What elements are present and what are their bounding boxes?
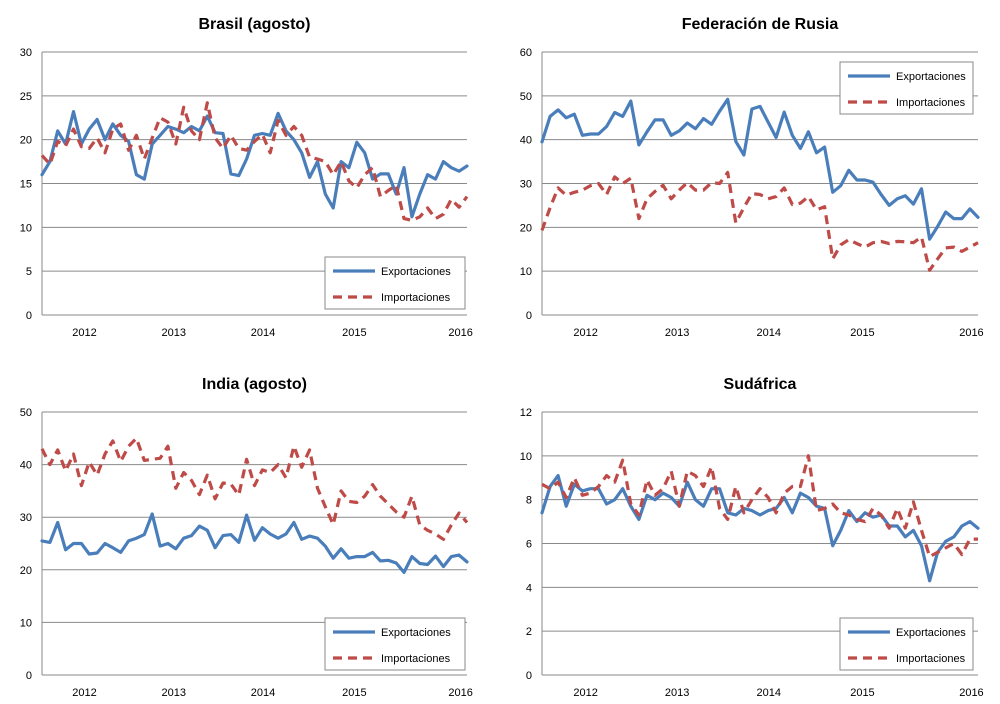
legend-label-exportaciones: Exportaciones: [896, 627, 966, 639]
chart-title: Brasil (agosto): [198, 16, 310, 33]
legend-label-importaciones: Importaciones: [896, 653, 966, 665]
y-tick-label: 0: [26, 670, 32, 682]
y-tick-label: 15: [20, 179, 32, 191]
y-tick-label: 2: [526, 626, 532, 638]
y-tick-label: 12: [520, 407, 532, 419]
y-tick-label: 40: [520, 135, 532, 147]
y-tick-label: 20: [20, 565, 32, 577]
y-tick-label: 60: [520, 47, 532, 59]
x-tick-label: 2015: [342, 687, 366, 699]
x-tick-label: 2012: [573, 327, 597, 339]
series-line-importaciones: [541, 454, 978, 559]
series-line-importaciones: [40, 101, 469, 222]
x-tick-label: 2013: [665, 687, 689, 699]
chart-india: India (agosto) 0 10 20 30 40 50 2012 2013 2014 201…: [20, 376, 473, 699]
legend-label-importaciones: Importaciones: [896, 97, 966, 109]
y-tick-label: 0: [526, 310, 532, 322]
x-tick-label: 2014: [251, 687, 275, 699]
y-tick-label: 10: [20, 617, 32, 629]
y-tick-label: 30: [520, 179, 532, 191]
y-tick-label: 30: [20, 512, 32, 524]
y-tick-label: 10: [20, 222, 32, 234]
y-tick-label: 20: [20, 135, 32, 147]
x-tick-label: 2013: [162, 687, 186, 699]
x-tick-label: 2016: [959, 327, 983, 339]
chart-sudafrica: Sudáfrica 0 2 4 6 8 10 12 2012 2013 2014 2015 2016 Ex…: [520, 376, 984, 699]
x-tick-label: 2015: [850, 687, 874, 699]
legend-box: [839, 61, 974, 115]
x-tick-label: 2012: [573, 687, 597, 699]
y-tick-label: 10: [520, 266, 532, 278]
y-tick-label: 0: [526, 670, 532, 682]
y-tick-label: 6: [526, 539, 532, 551]
legend-label-importaciones: Importaciones: [381, 653, 451, 665]
series-line-importaciones: [40, 436, 469, 541]
series-line-exportaciones: [40, 512, 469, 574]
chart-brasil: Brasil (agosto) 0 5 10 15 20 25 30 2012 2013 2014 2…: [20, 16, 473, 339]
x-tick-label: 2013: [665, 327, 689, 339]
series-line-exportaciones: [540, 473, 980, 583]
y-tick-label: 40: [20, 460, 32, 472]
legend-box: [839, 617, 974, 671]
series-line-exportaciones: [540, 97, 980, 241]
y-tick-label: 50: [520, 91, 532, 103]
x-tick-label: 2016: [448, 327, 472, 339]
chart-rusia: Federación de Rusia 0 10 20 30 40 50 60 2012 2013…: [520, 16, 984, 339]
y-tick-label: 5: [26, 266, 32, 278]
x-tick-label: 2014: [756, 327, 780, 339]
series-line-importaciones: [540, 170, 979, 272]
y-tick-label: 25: [20, 91, 32, 103]
y-tick-label: 30: [20, 47, 32, 59]
x-tick-label: 2014: [756, 687, 780, 699]
legend-box: [324, 256, 466, 310]
x-tick-label: 2012: [72, 687, 96, 699]
y-tick-label: 10: [520, 451, 532, 463]
legend-label-importaciones: Importaciones: [381, 292, 451, 304]
y-tick-label: 50: [20, 407, 32, 419]
x-tick-label: 2012: [72, 327, 96, 339]
legend-box: [324, 617, 466, 671]
y-tick-label: 8: [526, 495, 532, 507]
y-tick-label: 0: [26, 310, 32, 322]
series-line-exportaciones: [40, 109, 469, 219]
x-tick-label: 2016: [448, 687, 472, 699]
y-tick-label: 20: [520, 222, 532, 234]
chart-title: Sudáfrica: [724, 376, 797, 393]
legend-label-exportaciones: Exportaciones: [381, 627, 451, 639]
chart-title: Federación de Rusia: [682, 16, 839, 33]
chart-title: India (agosto): [202, 376, 307, 393]
x-tick-label: 2013: [162, 327, 186, 339]
legend-label-exportaciones: Exportaciones: [896, 71, 966, 83]
y-tick-label: 4: [526, 582, 532, 594]
legend-label-exportaciones: Exportaciones: [381, 266, 451, 278]
x-tick-label: 2015: [850, 327, 874, 339]
x-tick-label: 2016: [959, 687, 983, 699]
x-tick-label: 2015: [342, 327, 366, 339]
x-tick-label: 2014: [251, 327, 275, 339]
